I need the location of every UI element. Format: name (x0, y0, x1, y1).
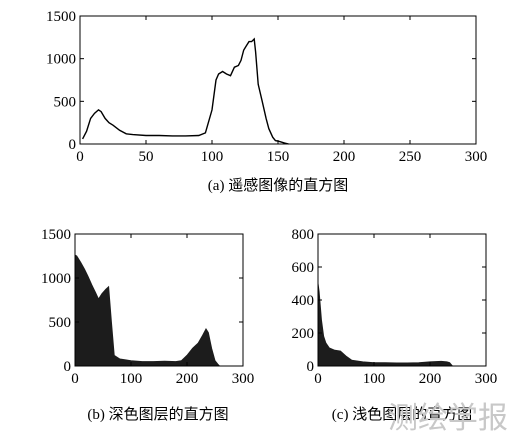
y-tick-label: 200 (292, 326, 315, 342)
x-tick-label: 100 (201, 149, 224, 165)
panel-caption: (b) 深色图层的直方图 (87, 406, 228, 423)
x-tick-label: 0 (71, 371, 79, 387)
histogram-line (81, 37, 289, 145)
y-tick-label: 1500 (41, 227, 71, 243)
axes-frame (79, 15, 477, 145)
y-tick-label: 500 (49, 315, 72, 331)
histogram-panel-c: 0 100 200 300 0 200 400 600 800 (c) 浅色图层的直方图 (292, 227, 498, 423)
x-tick-label: 200 (176, 371, 199, 387)
y-tick-label: 600 (292, 260, 315, 276)
x-tick-label: 200 (419, 371, 442, 387)
y-tick-label: 400 (292, 293, 315, 309)
y-tick-label: 0 (69, 137, 77, 153)
watermark-text: 测绘学报 (388, 402, 508, 435)
x-tick-label: 200 (333, 149, 356, 165)
x-tick-label: 100 (120, 371, 143, 387)
x-tick-label: 150 (267, 149, 290, 165)
panel-caption: (c) 浅色图层的直方图 (332, 406, 472, 423)
x-tick-label: 0 (314, 371, 322, 387)
histogram-panel-b: 0 100 200 300 0 500 1000 1500 (b) 深色图层的直方图 (41, 227, 254, 423)
x-tick-label: 300 (232, 371, 255, 387)
axes-frame (74, 233, 244, 367)
x-tick-label: 250 (399, 149, 422, 165)
x-tick-label: 50 (139, 149, 154, 165)
y-tick-label: 0 (64, 359, 72, 375)
y-tick-label: 500 (54, 94, 77, 110)
y-tick-label: 1000 (46, 52, 76, 68)
histogram-area (317, 283, 454, 367)
y-tick-label: 1500 (46, 9, 76, 25)
x-tick-label: 300 (475, 371, 498, 387)
histogram-panel-a: 0 50 100 150 200 250 300 0 500 1000 1500 (a) 遥感图像的直… (46, 9, 487, 194)
y-tick-label: 0 (307, 359, 315, 375)
histogram-area (74, 254, 221, 367)
x-tick-label: 100 (363, 371, 386, 387)
axes-frame (317, 233, 487, 367)
panel-caption: (a) 遥感图像的直方图 (208, 177, 348, 194)
x-tick-label: 300 (465, 149, 488, 165)
y-tick-label: 1000 (41, 271, 71, 287)
y-tick-label: 800 (292, 227, 315, 243)
x-tick-label: 0 (76, 149, 84, 165)
